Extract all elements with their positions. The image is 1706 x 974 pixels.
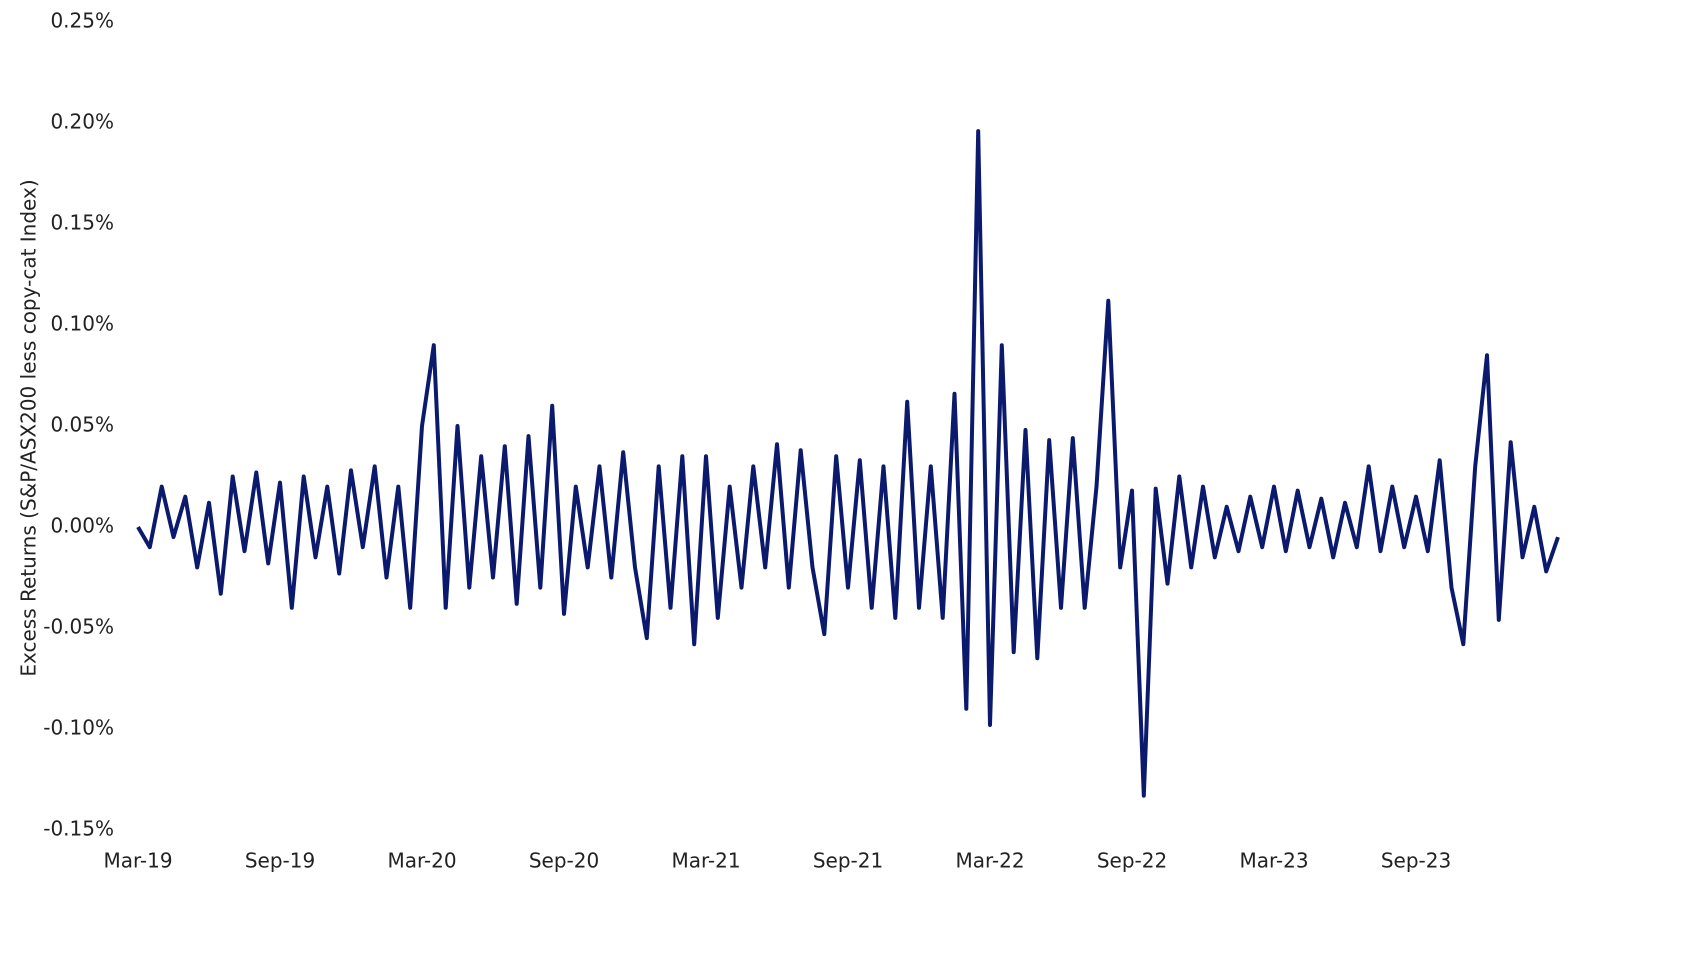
y-tick-label: 0.10%: [50, 312, 114, 336]
x-tick-label: Mar-22: [955, 849, 1024, 873]
x-tick-label: Sep-21: [813, 849, 883, 873]
y-tick-label: -0.05%: [43, 615, 114, 639]
y-tick-label: -0.15%: [43, 817, 114, 841]
y-tick-label: 0.15%: [50, 211, 114, 235]
x-tick-label: Mar-20: [387, 849, 456, 873]
x-tick-label: Sep-22: [1097, 849, 1167, 873]
x-tick-label: Sep-19: [245, 849, 315, 873]
x-tick-label: Mar-21: [671, 849, 740, 873]
x-tick-label: Sep-23: [1381, 849, 1451, 873]
series-line: [136, 129, 1560, 798]
x-tick-label: Mar-23: [1239, 849, 1308, 873]
y-tick-label: -0.10%: [43, 716, 114, 740]
x-tick-label: Mar-19: [103, 849, 172, 873]
x-tick-label: Sep-20: [529, 849, 599, 873]
y-tick-label: 0.05%: [50, 413, 114, 437]
y-tick-label: 0.00%: [50, 514, 114, 538]
y-tick-label: 0.25%: [50, 9, 114, 33]
y-axis-label: Excess Returns (S&P/ASX200 less copy-cat…: [17, 179, 41, 676]
y-tick-label: 0.20%: [50, 110, 114, 134]
